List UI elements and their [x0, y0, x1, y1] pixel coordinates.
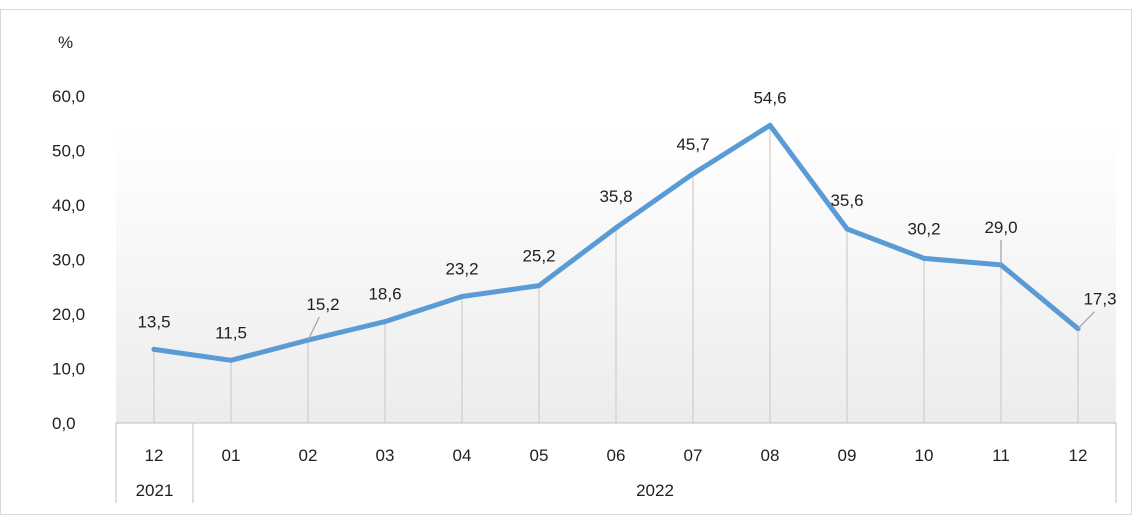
data-label: 29,0: [984, 218, 1017, 237]
x-tick-label: 05: [530, 446, 549, 465]
data-label: 35,8: [599, 187, 632, 206]
data-label: 54,6: [753, 88, 786, 107]
data-label: 18,6: [368, 285, 401, 304]
x-tick-label: 07: [684, 446, 703, 465]
data-label: 15,2: [306, 295, 339, 314]
data-label: 25,2: [522, 247, 555, 266]
data-label: 17,3: [1083, 290, 1116, 309]
y-tick-label: 20,0: [52, 305, 85, 324]
data-label: 35,6: [830, 191, 863, 210]
data-point: [767, 122, 773, 128]
x-tick-label: 03: [376, 446, 395, 465]
x-tick-label: 01: [222, 446, 241, 465]
x-tick-label: 06: [607, 446, 626, 465]
data-point: [690, 171, 696, 177]
data-label: 11,5: [215, 323, 247, 342]
x-tick-label: 11: [992, 446, 1010, 465]
x-axis-year-label: 2022: [636, 481, 674, 500]
data-point: [844, 226, 850, 232]
data-label: 45,7: [676, 135, 709, 154]
data-point: [151, 346, 157, 352]
y-tick-label: 30,0: [52, 250, 85, 269]
x-tick-label: 12: [145, 446, 164, 465]
data-point: [613, 225, 619, 231]
x-axis-year-label: 2021: [136, 481, 174, 500]
data-point: [921, 255, 927, 261]
x-tick-label: 08: [761, 446, 780, 465]
y-tick-label: 0,0: [52, 414, 76, 433]
x-tick-label: 09: [838, 446, 857, 465]
data-point: [459, 294, 465, 300]
x-tick-label: 10: [915, 446, 934, 465]
data-label: 30,2: [907, 219, 940, 238]
y-tick-label: 60,0: [52, 87, 85, 106]
y-axis-unit-label: %: [58, 33, 73, 52]
x-tick-label: 02: [299, 446, 318, 465]
x-tick-label: 12: [1069, 446, 1088, 465]
data-label: 13,5: [137, 312, 170, 331]
data-label: 23,2: [445, 260, 478, 279]
data-point: [382, 319, 388, 325]
data-label-leader: [1077, 311, 1095, 330]
data-point: [228, 357, 234, 363]
y-tick-label: 40,0: [52, 196, 85, 215]
y-tick-label: 50,0: [52, 141, 85, 160]
x-tick-label: 04: [453, 446, 472, 465]
data-label-leader: [307, 316, 320, 341]
y-tick-label: 10,0: [52, 359, 85, 378]
data-point: [536, 283, 542, 289]
